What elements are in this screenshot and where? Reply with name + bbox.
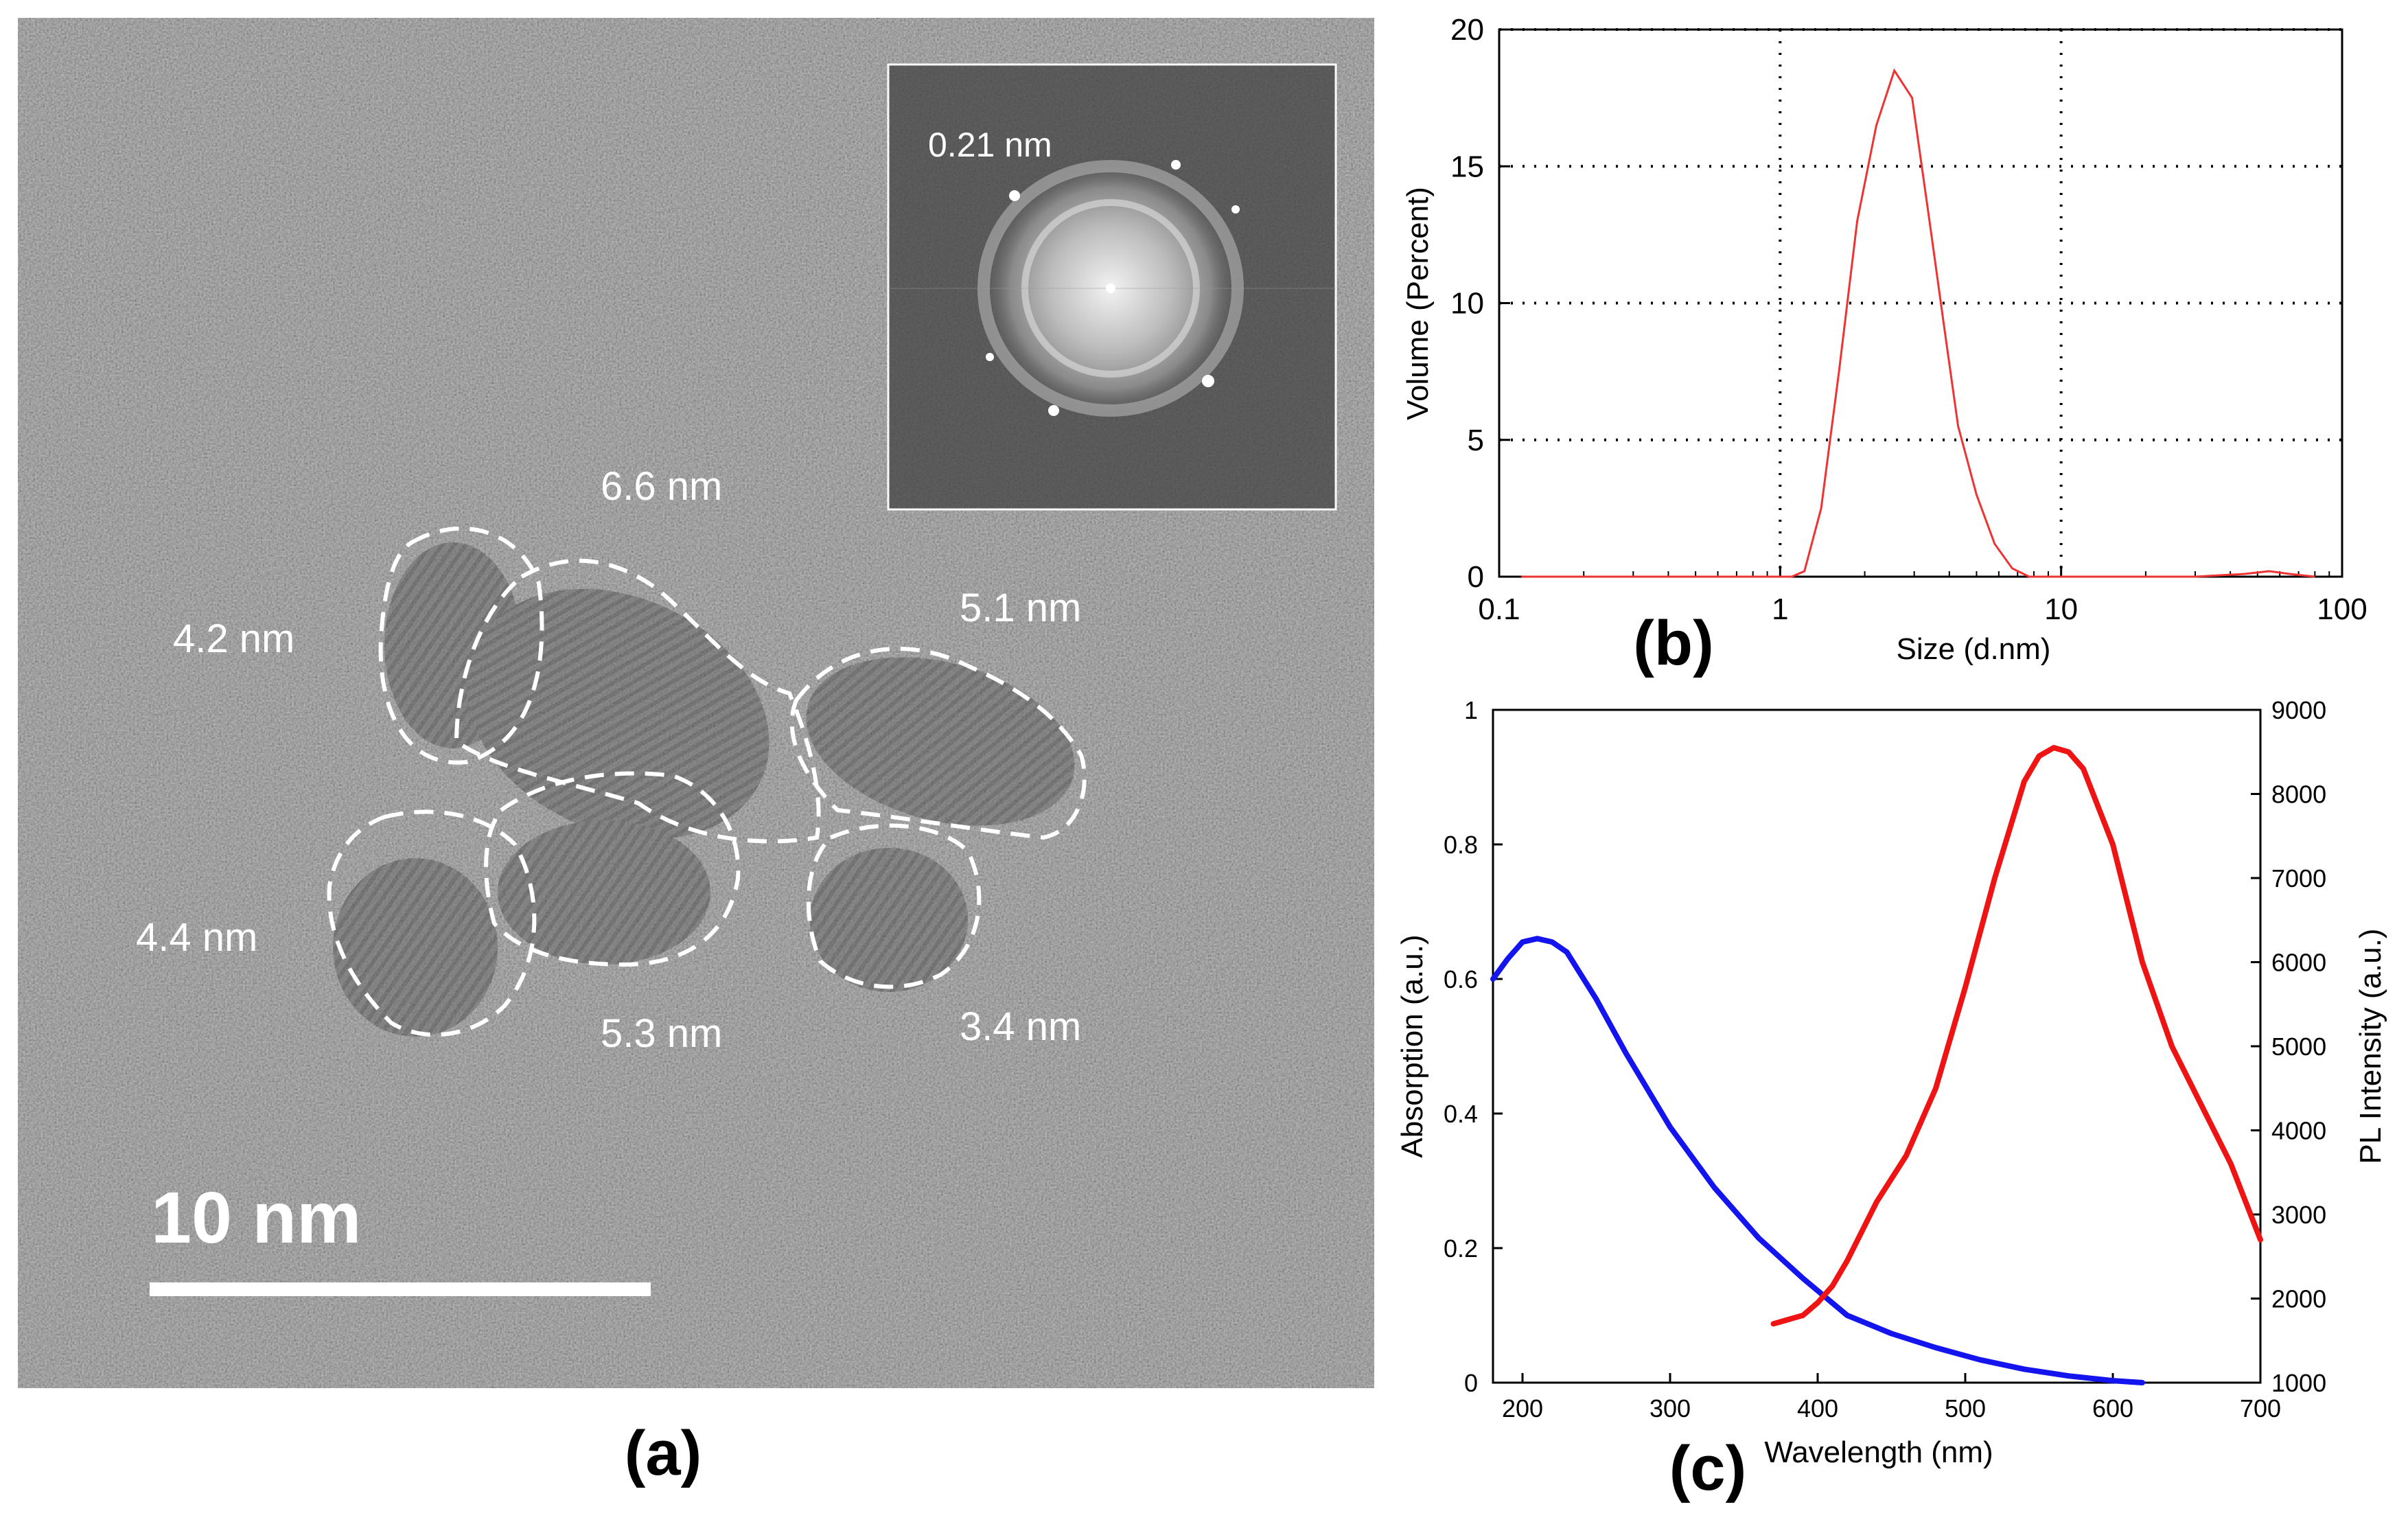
tick-label-y-left-c: 0.2	[1444, 1234, 1478, 1263]
panel-a-caption: (a)	[625, 1418, 702, 1488]
fft-diffraction-spots	[986, 160, 1240, 416]
tick-label-y-right-c: 3000	[2271, 1201, 2326, 1229]
axis-title-x-b: Size (d.nm)	[1897, 632, 2051, 666]
axis-title-y-right-c: PL Intensity (a.u.)	[2354, 928, 2387, 1164]
panel-c-caption: (c)	[1669, 1433, 1746, 1503]
fft-inset: 0.21 nm	[887, 63, 1337, 511]
ticks-c: 200 300 400 500 600 70000.20.40.60.8110002000…	[1444, 696, 2326, 1422]
tick-label-y-right-c: 8000	[2271, 781, 2326, 809]
tick-label-y-right-c: 6000	[2271, 949, 2326, 977]
particle-outlines	[327, 526, 1087, 1037]
panel-c-spectra-chart: 200 300 400 500 600 70000.20.40.60.8110002000…	[1396, 696, 2387, 1503]
panel-a: 6.6 nm 4.2 nm 5.1 nm 4.4 nm 5.3 nm 3.4 n…	[18, 18, 1374, 1488]
tick-label-x-c: 300	[1649, 1394, 1691, 1422]
tick-label-y-b: 20	[1450, 13, 1484, 47]
particle-outline-4-4nm	[327, 809, 537, 1037]
series-line-volume	[1521, 68, 2315, 578]
series-line-pl	[1770, 745, 2263, 1327]
series-b	[1521, 68, 2315, 578]
particle-outline-5-3nm	[484, 771, 741, 967]
lattice-fringe-regions	[333, 542, 1075, 1037]
tick-label-x-b: 100	[2317, 592, 2367, 626]
inset-spacing-label: 0.21 nm	[928, 126, 1052, 164]
scale-bar-label: 10 nm	[151, 1177, 361, 1258]
particle-outline-4-2nm	[378, 526, 544, 765]
tick-label-y-left-c: 1	[1464, 696, 1478, 724]
tick-label-x-c: 600	[2092, 1394, 2133, 1422]
particle-size-labels: 6.6 nm 4.2 nm 5.1 nm 4.4 nm 5.3 nm 3.4 n…	[136, 464, 1081, 1056]
particle-outline-3-4nm	[806, 823, 982, 989]
axis-title-x-c: Wavelength (nm)	[1764, 1436, 1993, 1469]
panel-b-size-distribution-chart: 0.1 1 10 100 0 5 10 15 20 Size (d.nm) Volume (Pe…	[1401, 13, 2368, 678]
ticks-b: 0.1 1 10 100 0 5 10 15 20	[1450, 13, 2368, 626]
axis-title-y-left-c: Absorption (a.u.)	[1396, 934, 1429, 1157]
particle-outline-5-1nm	[789, 647, 1087, 840]
tick-label-y-right-c: 9000	[2271, 696, 2326, 724]
tick-label-y-right-c: 7000	[2271, 864, 2326, 892]
tick-label-y-b: 0	[1468, 560, 1484, 594]
particle-label-4-2nm: 4.2 nm	[173, 616, 294, 661]
tick-label-x-c: 700	[2240, 1394, 2281, 1422]
plot-frame-c	[1492, 708, 2262, 1384]
tick-label-y-right-c: 2000	[2271, 1285, 2326, 1313]
tick-label-y-right-c: 5000	[2271, 1033, 2326, 1061]
series-c	[1490, 745, 2263, 1385]
tick-label-y-b: 5	[1468, 424, 1484, 457]
tick-label-y-left-c: 0.8	[1444, 831, 1478, 859]
particle-label-5-1nm: 5.1 nm	[960, 586, 1081, 630]
tick-label-x-b: 0.1	[1478, 592, 1520, 626]
particle-label-6-6nm: 6.6 nm	[601, 464, 722, 509]
tick-label-x-b: 1	[1772, 592, 1788, 626]
scale-bar-line	[150, 1282, 651, 1296]
tick-label-y-right-c: 1000	[2271, 1369, 2326, 1397]
tick-label-y-left-c: 0	[1464, 1369, 1478, 1397]
particle-label-3-4nm: 3.4 nm	[960, 1004, 1081, 1049]
gridlines-b	[1499, 28, 2342, 577]
tick-label-x-b: 10	[2044, 592, 2078, 626]
tick-label-y-b: 15	[1450, 150, 1484, 183]
particle-label-4-4nm: 4.4 nm	[136, 915, 257, 960]
tick-label-y-right-c: 4000	[2271, 1117, 2326, 1145]
tick-label-x-c: 400	[1797, 1394, 1838, 1422]
axis-title-y-b: Volume (Percent)	[1401, 187, 1435, 420]
particle-label-5-3nm: 5.3 nm	[601, 1011, 722, 1056]
tick-label-x-c: 200	[1502, 1394, 1543, 1422]
scale-bar: 10 nm	[150, 1177, 651, 1296]
series-line-absorption	[1490, 936, 2145, 1385]
tick-label-x-c: 500	[1945, 1394, 1986, 1422]
tick-label-y-b: 10	[1450, 287, 1484, 321]
tick-label-y-left-c: 0.4	[1444, 1100, 1478, 1128]
tick-label-y-left-c: 0.6	[1444, 965, 1478, 993]
panel-b-caption: (b)	[1633, 608, 1713, 678]
